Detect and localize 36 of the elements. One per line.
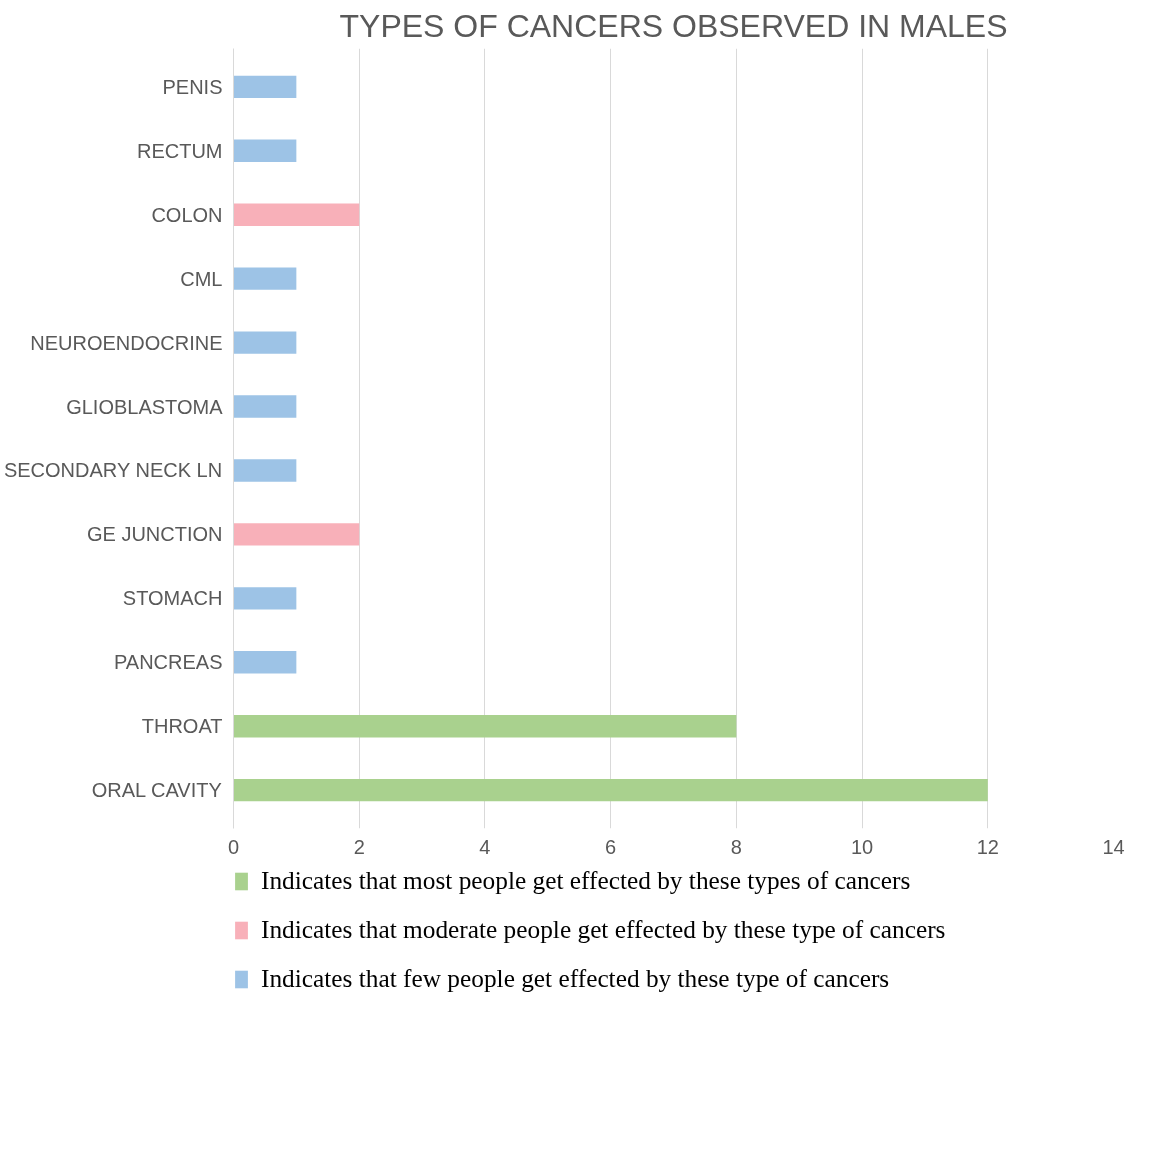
y-tick-label: PENIS: [162, 75, 223, 98]
x-tick-label: 2: [353, 835, 365, 858]
y-tick-label: THROAT: [141, 715, 223, 738]
bar: [233, 395, 297, 418]
y-tick-label: RECTUM: [136, 139, 223, 162]
bar: [233, 267, 297, 290]
x-tick-label: 0: [227, 835, 240, 858]
y-tick-label: NEUROENDOCRINE: [30, 331, 223, 354]
y-tick-label: GE JUNCTION: [86, 523, 223, 546]
bar: [233, 651, 297, 674]
y-tick-label: COLON: [151, 203, 223, 226]
legend-label: Indicates that few people get effected by these type of cancers: [261, 964, 890, 993]
bar: [233, 139, 297, 162]
bar: [233, 459, 297, 482]
bar: [233, 203, 360, 226]
x-tick-label: 4: [479, 835, 491, 858]
x-tick-label: 14: [1102, 835, 1125, 858]
bar: [233, 523, 360, 546]
bar: [233, 778, 988, 802]
bar: [233, 587, 297, 610]
legend-label: Indicates that moderate people get effected by these type of cancers: [261, 915, 946, 944]
chart-title: TYPES OF CANCERS OBSERVED IN MALES: [339, 7, 1008, 44]
x-tick-label: 6: [605, 835, 617, 858]
x-tick-label: 8: [730, 835, 742, 858]
y-tick-label: GLIOBLASTOMA: [66, 395, 224, 418]
legend-label: Indicates that most people get effected by these types of cancers: [261, 866, 911, 895]
x-tick-label: 10: [850, 835, 874, 858]
y-tick-label: STOMACH: [122, 587, 223, 610]
bar: [233, 715, 737, 738]
y-tick-label: ORAL CAVITY: [91, 779, 222, 802]
y-tick-label: SECONDARY NECK LN: [3, 459, 223, 482]
y-tick-label: PANCREAS: [113, 651, 223, 674]
bar: [233, 75, 297, 99]
x-tick-label: 12: [976, 835, 999, 858]
y-tick-label: CML: [180, 267, 223, 290]
bar: [233, 331, 297, 354]
